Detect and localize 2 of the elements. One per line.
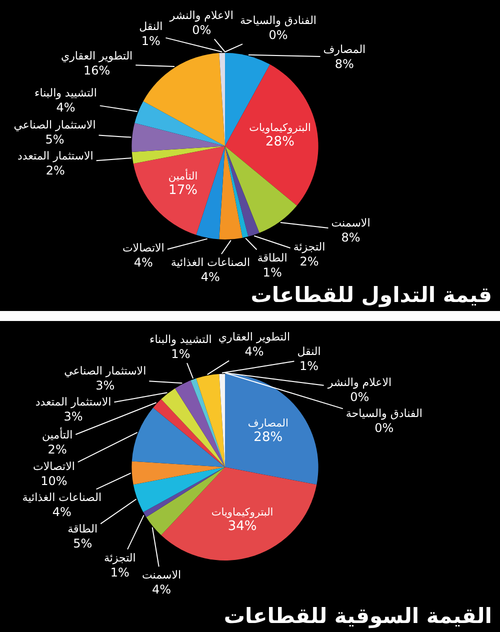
title: القيمة السوقية للقطاعات (224, 604, 492, 628)
title: قيمة التداول للقطاعات (250, 283, 492, 307)
